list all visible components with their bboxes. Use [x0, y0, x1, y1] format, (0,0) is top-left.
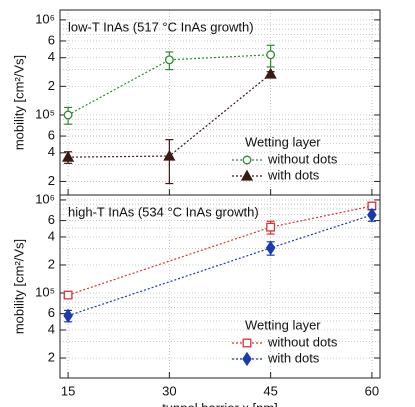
marker	[61, 150, 75, 162]
y-tick-label: 2	[48, 173, 55, 188]
y-tick-label: 4	[48, 144, 55, 159]
y-tick-label: 10⁶	[35, 11, 55, 26]
legend-label: without dots	[267, 334, 338, 349]
y-tick-label: 6	[48, 212, 55, 227]
y-tick-label: 6	[48, 305, 55, 320]
y-tick-label: 4	[48, 321, 55, 336]
legend-label: without dots	[267, 151, 338, 166]
legend-title: Wetting layer	[245, 317, 321, 332]
x-axis-title: tunnel barrier x [nm]	[162, 400, 278, 407]
plot-frame	[59, 9, 381, 196]
y-tick-label: 6	[48, 32, 55, 47]
marker	[63, 290, 73, 300]
y-tick-label: 2	[48, 256, 55, 271]
y-tick-label: 6	[48, 127, 55, 142]
marker	[367, 207, 377, 223]
y-axis-title: mobility [cm²/Vs]	[11, 239, 26, 334]
marker	[164, 55, 174, 65]
x-tick-label: 30	[162, 383, 176, 398]
panel-title: high-T InAs (534 °C InAs growth)	[68, 204, 259, 219]
legend-marker	[240, 169, 254, 181]
y-tick-label: 10⁶	[35, 191, 55, 206]
x-tick-label: 15	[61, 383, 75, 398]
y-tick-label: 2	[48, 349, 55, 364]
y-tick-label: 10⁵	[35, 106, 55, 121]
y-tick-label: 10⁵	[35, 284, 55, 299]
marker	[163, 149, 176, 161]
marker	[266, 50, 276, 60]
legend-marker	[242, 338, 252, 348]
marker	[264, 67, 277, 79]
marker	[63, 308, 73, 323]
y-axis-title: mobility [cm²/Vs]	[11, 55, 26, 150]
y-tick-label: 2	[48, 78, 55, 93]
y-tick-label: 4	[48, 49, 55, 64]
y-tick-label: 4	[48, 228, 55, 243]
plot-frame	[59, 194, 381, 379]
legend-marker	[242, 155, 252, 165]
series-line	[67, 214, 373, 317]
panel-title: low-T InAs (517 °C InAs growth)	[68, 19, 254, 34]
legend-title: Wetting layer	[245, 134, 321, 149]
marker	[63, 110, 73, 120]
x-tick-label: 60	[365, 383, 379, 398]
marker	[266, 222, 276, 232]
x-tick-label: 45	[263, 383, 277, 398]
legend-label: with dots	[267, 350, 320, 365]
legend-marker	[242, 351, 252, 367]
marker	[265, 240, 276, 256]
legend-label: with dots	[267, 167, 320, 182]
